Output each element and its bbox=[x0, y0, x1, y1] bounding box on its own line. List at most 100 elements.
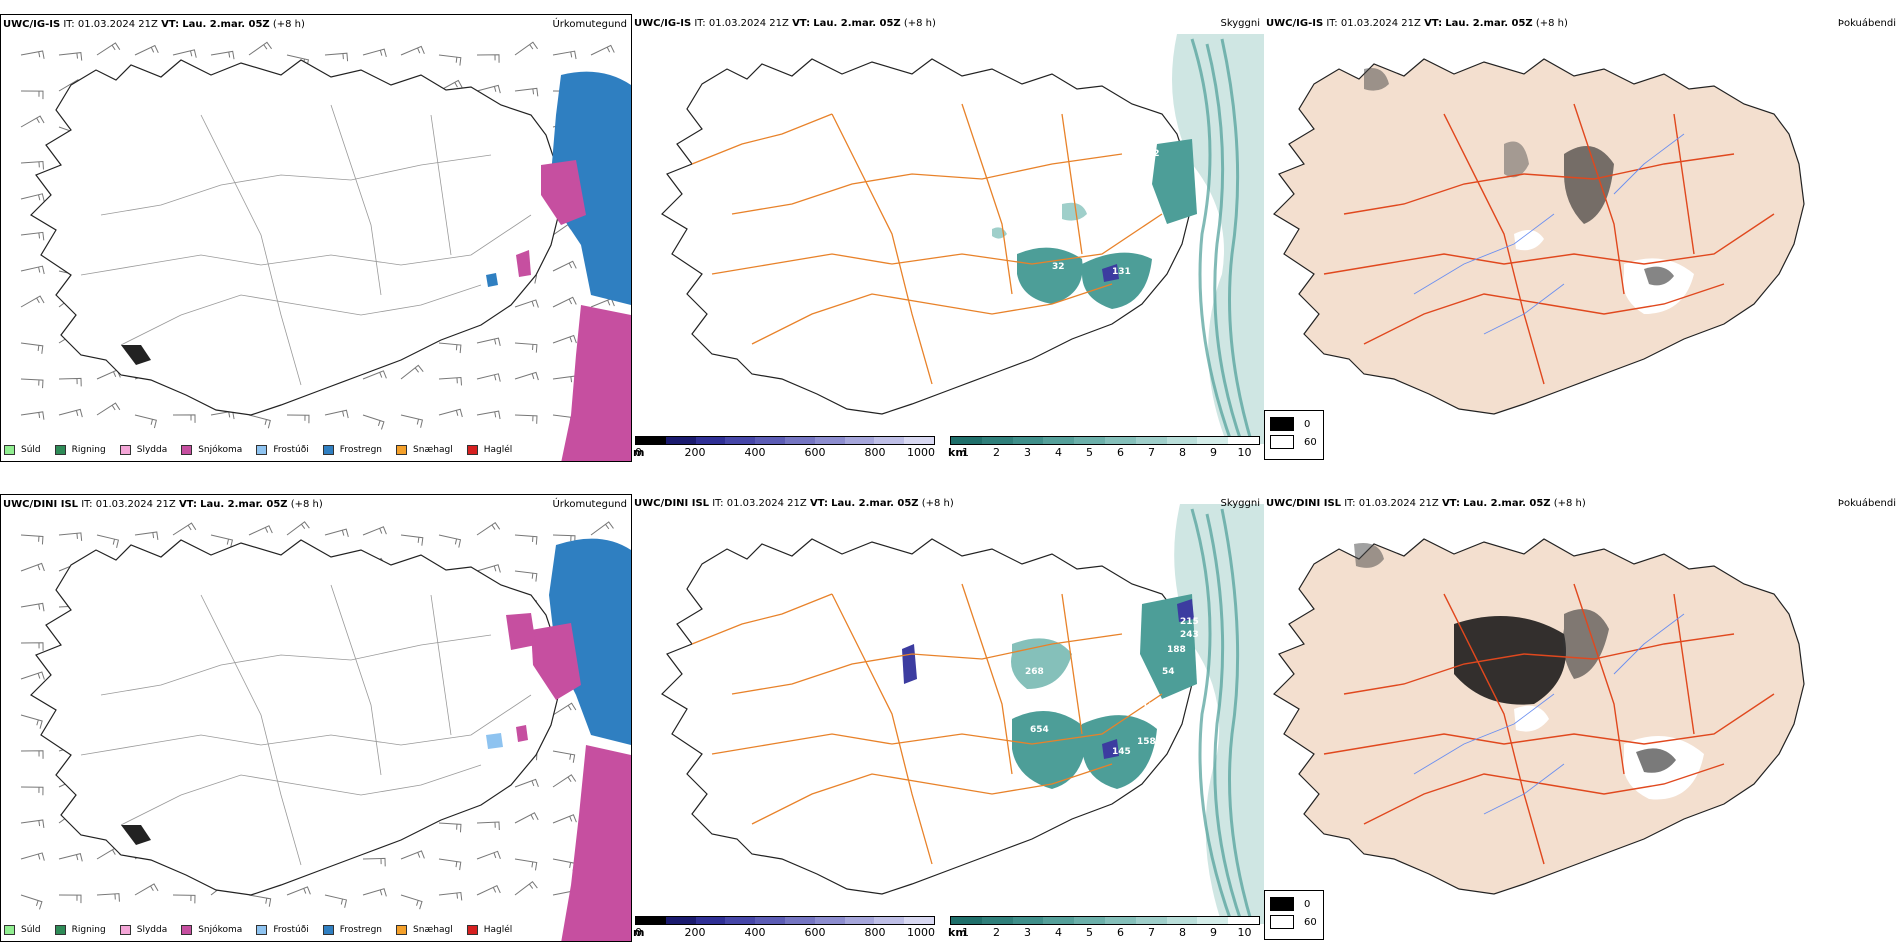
colorbar-tick: 600 bbox=[804, 446, 826, 459]
legend-swatch bbox=[466, 445, 478, 455]
colorbar-swatch bbox=[1043, 917, 1075, 924]
colorbar-tick: 600 bbox=[804, 926, 826, 939]
ceiling-colorbar-swatches bbox=[635, 436, 935, 445]
vt-label: VT: bbox=[161, 19, 180, 30]
colorbar-swatch bbox=[1228, 917, 1259, 924]
precip-map-bottom bbox=[20, 521, 631, 941]
frostregn-area bbox=[486, 538, 631, 941]
fog-legend-swatch bbox=[1270, 417, 1294, 431]
colorbar-swatch bbox=[1228, 437, 1259, 444]
model-name: UWC/DINI ISL bbox=[634, 498, 710, 509]
panel-title: Skyggni bbox=[1220, 18, 1260, 29]
panel-header: UWC/IG-IS IT: 01.03.2024 21Z VT: Lau. 2.… bbox=[634, 18, 936, 29]
fog-legend-label: 60 bbox=[1304, 436, 1317, 448]
colorbar-swatch bbox=[636, 437, 666, 444]
legend-item: Frostregn bbox=[322, 925, 382, 935]
panel-title: Þokuábendi bbox=[1837, 498, 1896, 509]
colorbar-tick: 1 bbox=[962, 446, 969, 459]
wind-barb bbox=[20, 411, 45, 420]
ceiling-label: 150 bbox=[1142, 702, 1161, 712]
ceiling-colorbar-swatches bbox=[635, 916, 935, 925]
wind-barb bbox=[58, 894, 82, 904]
wind-barb bbox=[514, 414, 538, 424]
colorbar-tick: 0 bbox=[635, 446, 642, 459]
legend-swatch bbox=[119, 445, 131, 455]
wind-barb bbox=[590, 44, 615, 56]
it-value: 01.03.2024 21Z bbox=[1358, 498, 1439, 509]
wind-barb bbox=[476, 337, 501, 346]
colorbar-swatch bbox=[1012, 917, 1044, 924]
wind-barb bbox=[476, 410, 501, 420]
lead-time: (+8 h) bbox=[1535, 18, 1568, 29]
wind-barb bbox=[514, 858, 538, 871]
colorbar-tick: 3 bbox=[1024, 446, 1031, 459]
colorbar-swatch bbox=[665, 917, 696, 924]
iceland-outline bbox=[30, 539, 562, 896]
model-name: UWC/DINI ISL bbox=[3, 499, 79, 510]
wind-barb bbox=[438, 891, 463, 901]
ceiling-label: 54 bbox=[962, 697, 975, 707]
ceiling-label: 21 bbox=[1047, 212, 1060, 222]
it-value: 01.03.2024 21Z bbox=[708, 18, 789, 29]
wind-barb bbox=[514, 880, 538, 896]
wind-barb bbox=[362, 414, 385, 430]
ceiling-label: 54 bbox=[1162, 667, 1175, 677]
it-label: IT: bbox=[1326, 18, 1338, 29]
it-label: IT: bbox=[81, 499, 93, 510]
visibility-unit: km bbox=[948, 446, 967, 459]
it-label: IT: bbox=[694, 18, 706, 29]
legend-item: Slydda bbox=[119, 925, 167, 935]
fog-legend-bottom: 0 60 bbox=[1264, 890, 1324, 940]
legend-item: Rigning bbox=[54, 925, 106, 935]
wind-barb bbox=[438, 822, 462, 833]
wind-barb bbox=[96, 402, 121, 416]
lead-time: (+8 h) bbox=[903, 18, 936, 29]
rivers bbox=[1413, 613, 1685, 815]
panel-header: UWC/IG-IS IT: 01.03.2024 21Z VT: Lau. 2.… bbox=[3, 19, 305, 30]
colorbar-swatch bbox=[1135, 917, 1167, 924]
colorbar-swatch bbox=[981, 917, 1013, 924]
legend-item: Slydda bbox=[119, 445, 167, 455]
fog-patches bbox=[1364, 68, 1694, 314]
wind-barb bbox=[476, 522, 501, 536]
vt-value: Lau. 2.mar. 05Z bbox=[831, 498, 919, 509]
lead-time: (+8 h) bbox=[1553, 498, 1586, 509]
colorbar-tick: 800 bbox=[864, 926, 886, 939]
fog-panel-top: UWC/IG-IS IT: 01.03.2024 21Z VT: Lau. 2.… bbox=[1264, 14, 1900, 462]
ceiling-label: 32 bbox=[1052, 262, 1065, 272]
wind-barb bbox=[20, 602, 45, 612]
wind-barb bbox=[324, 894, 348, 908]
legend-swatch bbox=[181, 925, 193, 935]
legend-swatch bbox=[322, 925, 334, 935]
colorbar-swatch bbox=[844, 437, 875, 444]
wind-barb bbox=[20, 342, 44, 354]
ceiling-label: 8 bbox=[1110, 237, 1116, 247]
wind-barb bbox=[362, 857, 386, 867]
it-value: 01.03.2024 21Z bbox=[95, 499, 176, 510]
wind-barb bbox=[476, 850, 501, 860]
colorbar-swatch bbox=[814, 917, 845, 924]
wind-barb bbox=[438, 342, 462, 354]
colorbar-tick: 4 bbox=[1055, 446, 1062, 459]
wind-barb bbox=[552, 858, 576, 872]
legend-swatch bbox=[181, 445, 193, 455]
wind-barb bbox=[362, 526, 387, 536]
roads bbox=[691, 583, 1163, 865]
roads bbox=[1323, 583, 1775, 865]
visibility-colorbar: 1 2 3 4 5 6 7 8 9 10 km bbox=[948, 436, 1260, 459]
legend-item: Súld bbox=[4, 445, 41, 455]
wind-barb bbox=[400, 45, 425, 56]
wind-barb bbox=[20, 534, 44, 545]
vt-label: VT: bbox=[178, 499, 197, 510]
fog-map-top bbox=[1273, 58, 1805, 415]
wind-barb bbox=[172, 522, 197, 536]
colorbar-tick: 1000 bbox=[907, 446, 935, 459]
colorbar-swatch bbox=[755, 917, 785, 924]
ceiling-label: 654 bbox=[1030, 725, 1049, 735]
legend-label: Haglél bbox=[483, 925, 513, 935]
wind-barb bbox=[438, 54, 462, 66]
ceiling-label: 215 bbox=[1180, 617, 1199, 627]
vt-value: Lau. 2.mar. 05Z bbox=[182, 19, 270, 30]
wind-barb bbox=[96, 893, 120, 902]
wind-barb bbox=[134, 883, 159, 896]
